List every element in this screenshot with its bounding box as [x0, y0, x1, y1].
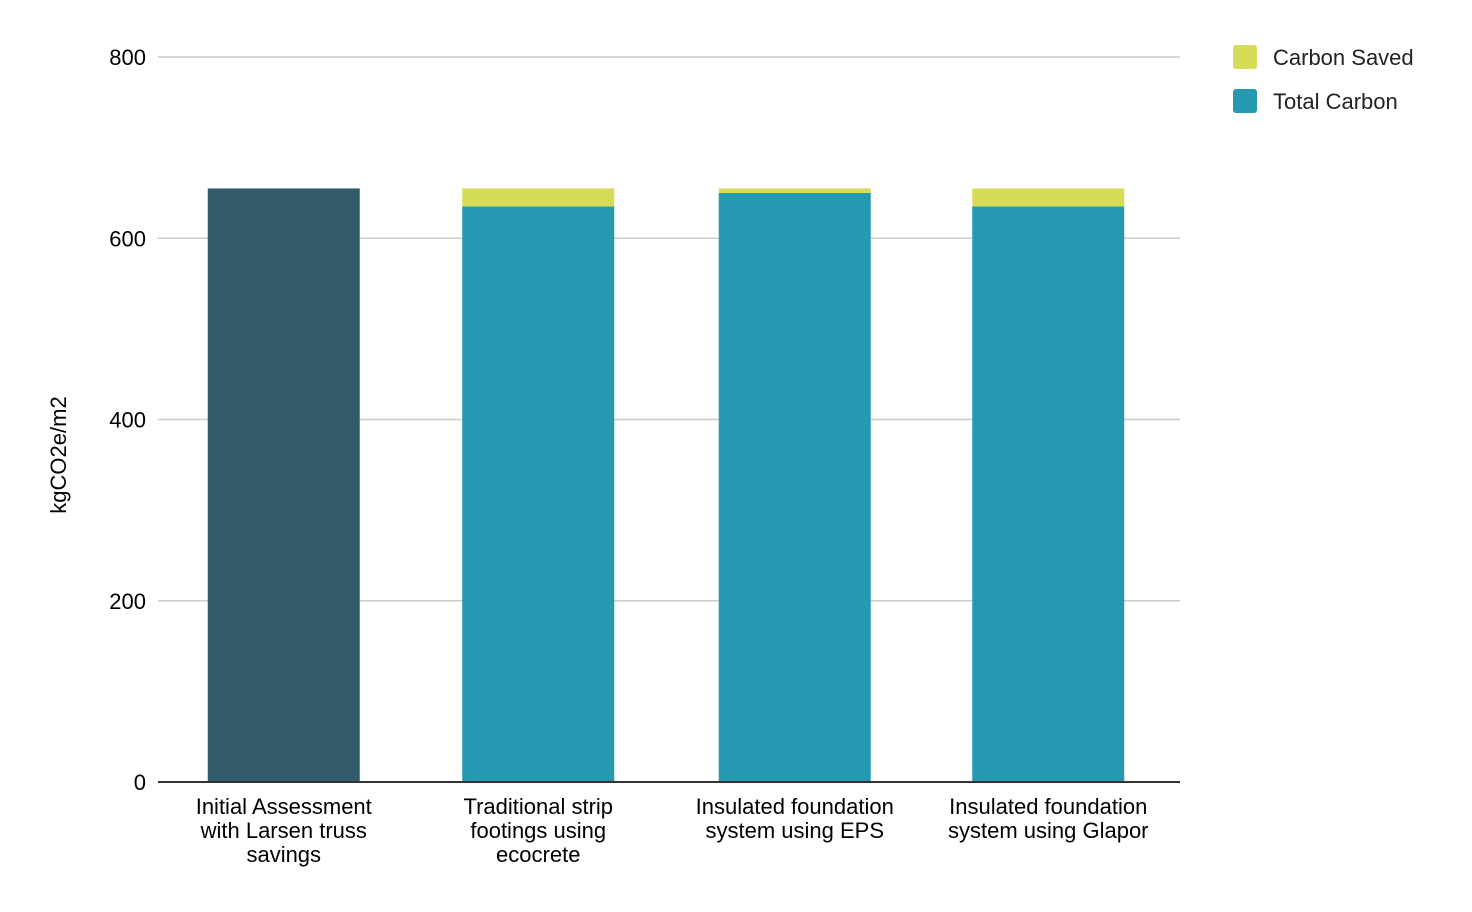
legend-label: Carbon Saved: [1273, 45, 1414, 70]
bar-carbon-saved: [462, 188, 615, 207]
bars: [207, 188, 1125, 782]
legend-swatch: [1233, 89, 1257, 113]
x-category-label: Insulated foundation system using EPS: [696, 794, 894, 843]
bar-total-carbon: [718, 192, 871, 782]
bar-total-carbon: [462, 206, 615, 782]
y-axis-ticks: 0 200 400 600 800: [109, 45, 146, 795]
x-category-label: Initial Assessment with Larsen truss savin…: [196, 794, 372, 867]
bar-carbon-saved: [718, 188, 871, 193]
y-tick-label: 200: [109, 589, 146, 614]
y-tick-label: 0: [134, 770, 146, 795]
x-category-label: Traditional strip footings using ecocrete: [463, 794, 613, 867]
y-tick-label: 800: [109, 45, 146, 70]
legend-swatch: [1233, 45, 1257, 69]
bar-carbon-saved: [972, 188, 1125, 207]
legend: Carbon Saved Total Carbon: [1233, 45, 1414, 114]
y-tick-label: 400: [109, 408, 146, 433]
legend-label: Total Carbon: [1273, 89, 1398, 114]
bar-total-carbon: [972, 206, 1125, 782]
bar-total-carbon: [207, 188, 360, 782]
y-tick-label: 600: [109, 226, 146, 251]
y-axis-title: kgCO2e/m2: [46, 396, 71, 513]
x-category-label: Insulated foundation system using Glapor: [948, 794, 1149, 843]
x-axis-category-labels: Initial Assessment with Larsen truss savin…: [196, 794, 1149, 867]
